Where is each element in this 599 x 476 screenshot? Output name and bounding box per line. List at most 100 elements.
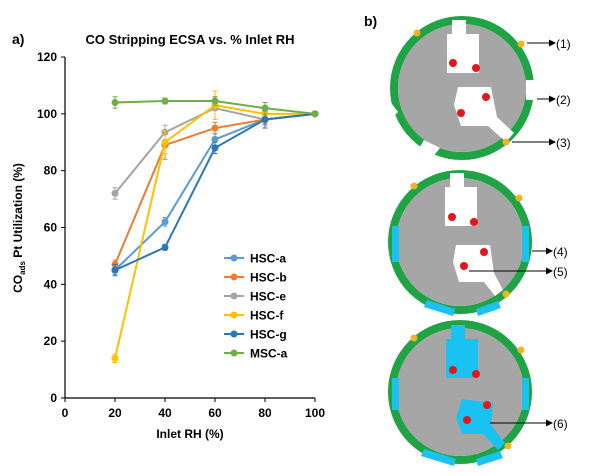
x-tick-label: 80 <box>258 406 272 420</box>
legend-item: MSC-a <box>224 347 288 361</box>
x-ticks: 0 20 40 60 80 100 <box>62 398 325 420</box>
red-dot <box>463 416 471 424</box>
water-segment <box>424 300 455 316</box>
callout-label-5: (5) <box>553 265 568 279</box>
data-point <box>211 124 219 132</box>
legend-label: HSC-a <box>250 252 286 266</box>
data-point <box>111 354 119 362</box>
red-dot <box>470 218 478 226</box>
data-point <box>261 104 269 112</box>
red-dot <box>472 370 480 378</box>
red-dot <box>482 93 490 101</box>
series-HSC-a <box>111 110 319 275</box>
y-axis-label-sub: ads <box>18 261 27 275</box>
legend-item: HSC-a <box>224 252 286 266</box>
data-point <box>161 97 169 105</box>
legend: HSC-a HSC-b HSC-e HSC-f HSC-g MSC-a <box>224 252 288 361</box>
legend-label: HSC-g <box>250 328 287 342</box>
sample-holder-bottom <box>454 87 514 142</box>
red-dot <box>472 64 480 72</box>
data-point <box>111 98 119 106</box>
wall-gap-right <box>526 80 534 100</box>
wall-gap-left <box>388 104 398 118</box>
sample-holder-top <box>445 173 477 226</box>
panel-b-label: b) <box>364 13 377 29</box>
x-tick-label: 40 <box>158 406 172 420</box>
water-segment <box>392 378 399 410</box>
legend-label: HSC-e <box>250 290 286 304</box>
legend-item: HSC-f <box>224 309 284 323</box>
legend-label: HSC-f <box>250 309 284 323</box>
marker-dot <box>410 334 418 342</box>
red-dot <box>457 109 465 117</box>
data-point <box>161 138 169 146</box>
chart-title: CO Stripping ECSA vs. % Inlet RH <box>86 32 295 47</box>
data-point <box>111 266 119 274</box>
data-point <box>311 110 319 118</box>
wall-gap-bottom <box>418 140 440 158</box>
y-tick-label: 120 <box>37 50 57 64</box>
y-axis-label-main: CO <box>11 275 25 293</box>
data-point <box>111 189 119 197</box>
panel-a-label: a) <box>12 31 24 47</box>
y-tick-label: 60 <box>44 221 58 235</box>
y-tick-label: 80 <box>44 164 58 178</box>
y-tick-label: 20 <box>44 334 58 348</box>
callout-label-6: (6) <box>553 417 568 431</box>
legend-swatch-marker <box>230 292 238 300</box>
marker-dot <box>515 194 523 202</box>
callout-label-1: (1) <box>556 37 571 51</box>
cell-body <box>396 328 524 456</box>
legend-item: HSC-b <box>224 271 287 285</box>
red-dot <box>449 59 457 67</box>
series-MSC-a <box>111 96 319 118</box>
x-tick-label: 60 <box>208 406 222 420</box>
series-layer <box>111 90 319 363</box>
panel-a: a) CO Stripping ECSA vs. % Inlet RH 0 20 4… <box>11 31 325 441</box>
red-dot <box>448 213 456 221</box>
y-axis-label: COads Pt Utilization (%) <box>11 163 27 293</box>
legend-swatch-marker <box>230 330 238 338</box>
legend-swatch-marker <box>230 349 238 357</box>
y-tick-label: 40 <box>44 277 58 291</box>
x-axis-label: Inlet RH (%) <box>156 427 223 441</box>
water-segment <box>522 378 529 410</box>
callout-label-2: (2) <box>556 93 571 107</box>
marker-dot <box>502 138 510 146</box>
legend-swatch-marker <box>230 273 238 281</box>
data-point <box>261 116 269 124</box>
x-tick-label: 100 <box>305 406 325 420</box>
red-dot <box>449 366 457 374</box>
data-point <box>161 218 169 226</box>
legend-label: HSC-b <box>250 271 287 285</box>
legend-item: HSC-e <box>224 290 286 304</box>
data-point <box>211 135 219 143</box>
series-HSC-b <box>111 110 319 270</box>
y-tick-label: 100 <box>37 107 57 121</box>
legend-swatch-marker <box>230 254 238 262</box>
y-ticks: 0 20 40 60 80 100 120 <box>37 50 65 405</box>
cell-diagram-3: (6) <box>388 320 568 466</box>
red-dot <box>460 262 468 270</box>
water-segment <box>392 226 399 262</box>
water-segment <box>476 301 501 316</box>
marker-dot <box>413 29 421 37</box>
sample-holder-top-wet <box>446 325 478 378</box>
data-point <box>211 144 219 152</box>
x-tick-label: 20 <box>108 406 122 420</box>
y-axis-label-rest: Pt Utilization (%) <box>11 163 25 261</box>
red-dot <box>480 248 488 256</box>
cell-diagram-2: (4) (5) <box>388 170 568 316</box>
data-point <box>161 243 169 251</box>
legend-swatch-marker <box>230 311 238 319</box>
callout-label-3: (3) <box>556 136 571 150</box>
panel-b: b) (1) (2) (3) <box>364 13 571 466</box>
marker-dot <box>517 346 525 354</box>
cell-diagram-1: (1) (2) (3) <box>388 16 571 160</box>
legend-item: HSC-g <box>224 328 287 342</box>
sample-holder-bottom-wet <box>456 399 505 450</box>
legend-label: MSC-a <box>250 347 288 361</box>
y-tick-label: 0 <box>50 391 57 405</box>
x-tick-label: 0 <box>62 406 69 420</box>
